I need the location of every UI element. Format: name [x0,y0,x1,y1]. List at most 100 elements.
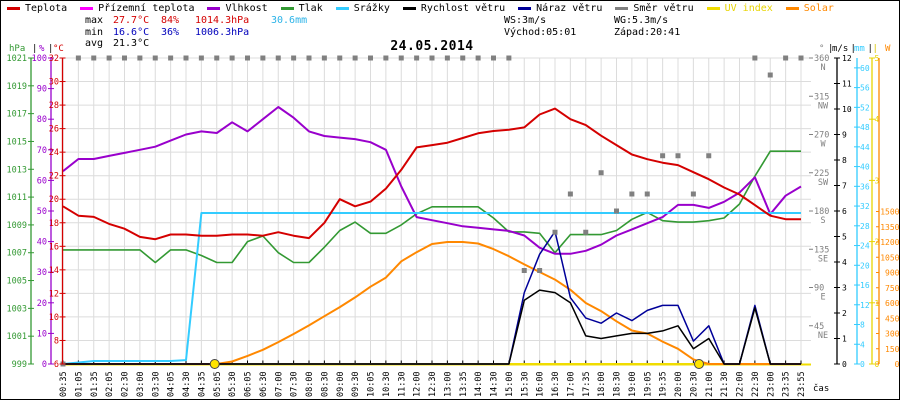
svg-text:12: 12 [860,301,870,310]
sunrise-time: Východ:05:01 [504,26,577,38]
axis-unit-headers: hPa |% | °C ° |m/s |mm | | W [9,44,891,54]
svg-text:750: 750 [885,284,900,293]
svg-text:05:30: 05:30 [228,371,238,397]
svg-text:6: 6 [54,360,59,370]
svg-text:50: 50 [37,207,47,217]
svg-text:|: | [873,44,878,54]
svg-text:1050: 1050 [880,253,899,262]
axis-%: 0 10 20 30 40 50 60 70 80 90 100 [32,54,54,370]
svg-text:1200: 1200 [880,238,899,247]
svg-text:12: 12 [49,289,59,299]
svg-text:06:05: 06:05 [244,371,254,397]
svg-text:225: 225 [814,169,829,179]
legend-item-1: Přízemní teplota [80,3,194,14]
svg-text:04:05: 04:05 [167,371,177,397]
svg-text:|: | [828,44,833,54]
svg-text:45: 45 [814,322,824,332]
svg-text:20: 20 [860,261,870,270]
svg-text:NW: NW [818,101,829,111]
svg-text:1: 1 [842,335,847,344]
svg-text:11: 11 [842,80,852,89]
chart-date: 24.05.2014 [390,39,474,54]
sunrise-icon [209,359,220,369]
svg-text:|: | [851,44,856,54]
stats-max-row: max 27.7°C 84% 1014.3hPa 30.6mm [85,15,307,27]
legend-swatch [402,7,416,10]
svg-text:100: 100 [32,54,47,64]
legend-label: Tlak [298,3,323,14]
legend-label: UV index [724,3,773,14]
svg-text:7: 7 [842,182,847,191]
svg-text:N: N [820,63,825,73]
wind-speed-current: WS:3m/s [504,15,547,26]
svg-text:270: 270 [814,131,829,141]
legend-item-9: Solar [785,3,834,14]
series-wind-direction [60,55,804,367]
svg-text:8: 8 [860,321,865,330]
sunset-icon [694,359,705,369]
svg-text:mm: mm [854,44,865,54]
svg-text:16:00: 16:00 [536,371,546,397]
svg-text:W: W [885,44,891,54]
sunset-time: Západ:20:41 [614,26,681,38]
axis-hPa: 999 1001 1003 1005 1007 1009 1011 1013 1015 1017 1… [7,54,34,370]
svg-text:°: ° [819,44,824,54]
svg-text:28: 28 [860,222,870,231]
svg-text:19:35: 19:35 [659,371,669,397]
svg-text:1001: 1001 [7,332,27,342]
svg-text:90: 90 [37,85,47,95]
axis-°C: 6 8 10 12 14 16 18 20 22 24 26 28 30 32 [49,54,66,370]
svg-text:0: 0 [842,360,847,369]
svg-text:14:30: 14:30 [490,371,500,397]
legend-swatch [706,7,720,10]
svg-text:20:30: 20:30 [689,371,699,397]
legend-label: Směr větru [633,3,694,14]
wind-sun-info: WS:3m/s WG:5.3m/s Východ:05:01 Západ:20:41 [504,15,680,38]
svg-text:00:35: 00:35 [59,371,69,397]
sun-markers [209,359,705,369]
svg-text:08:30: 08:30 [320,371,330,397]
svg-text:23:35: 23:35 [782,371,792,397]
wind-gust-current: WG:5.3m/s [614,15,669,26]
svg-text:999: 999 [12,360,27,370]
svg-text:8: 8 [842,156,847,165]
svg-text:06:30: 06:30 [259,371,269,397]
series-rain [62,212,801,365]
svg-text:5: 5 [842,233,847,242]
legend-swatch [80,7,94,10]
wind-info-row: WS:3m/s WG:5.3m/s [504,15,680,27]
svg-text:21:00: 21:00 [705,371,715,397]
svg-text:%: % [39,44,45,54]
svg-text:16: 16 [49,242,59,252]
svg-text:hPa: hPa [9,44,25,54]
svg-text:19:00: 19:00 [628,371,638,397]
legend-item-3: Tlak [280,3,323,14]
legend-item-5: Rychlost větru [402,3,505,14]
svg-text:09:00: 09:00 [336,371,346,397]
legend-swatch [785,7,799,10]
svg-text:1019: 1019 [7,82,27,92]
legend-swatch [7,7,20,10]
svg-text:44: 44 [860,143,870,152]
svg-text:02:05: 02:05 [105,371,115,397]
svg-text:24: 24 [860,242,870,251]
min-pressure: 1006.3hPa [195,26,250,38]
svg-text:|: | [48,44,53,54]
svg-text:23:55: 23:55 [797,371,807,397]
svg-text:18: 18 [49,219,59,229]
svg-text:1009: 1009 [7,221,27,231]
svg-text:20: 20 [37,299,47,309]
svg-text:|: | [32,44,37,54]
svg-text:18:30: 18:30 [613,371,623,397]
svg-text:20: 20 [49,195,59,205]
svg-text:14: 14 [49,266,59,276]
svg-text:70: 70 [37,146,47,156]
svg-text:22: 22 [49,172,59,182]
svg-text:80: 80 [37,115,47,125]
svg-text:22:00: 22:00 [736,371,746,397]
svg-text:4: 4 [842,258,847,267]
svg-text:SW: SW [818,178,829,188]
svg-text:1015: 1015 [7,137,27,147]
svg-text:07:00: 07:00 [274,371,284,397]
